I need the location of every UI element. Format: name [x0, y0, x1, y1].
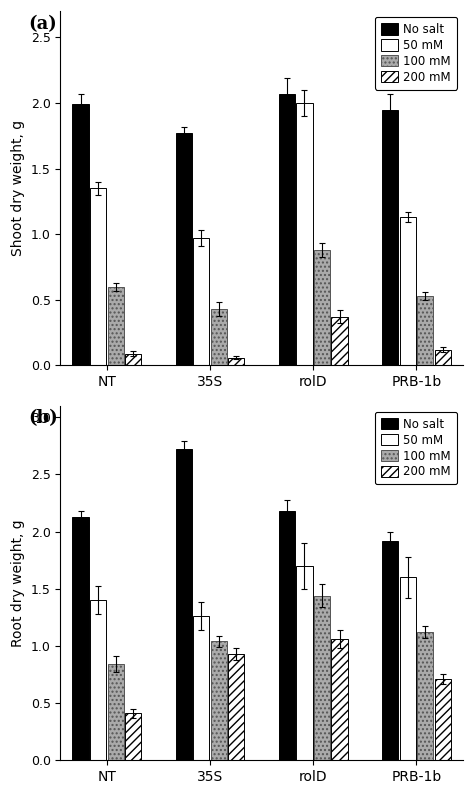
Bar [382, 541, 398, 760]
Bar [108, 287, 124, 366]
Bar [279, 511, 295, 760]
Y-axis label: Root dry weight, g: Root dry weight, g [11, 519, 25, 647]
Bar [228, 358, 245, 366]
Bar [228, 653, 245, 760]
Bar [193, 616, 210, 760]
Bar [400, 217, 416, 366]
Bar [279, 94, 295, 366]
Text: (a): (a) [28, 14, 57, 33]
Bar [211, 642, 227, 760]
Bar [193, 238, 210, 366]
Bar [435, 350, 451, 366]
Bar [90, 188, 106, 366]
Text: (b): (b) [28, 409, 58, 428]
Bar [108, 664, 124, 760]
Bar [314, 250, 330, 366]
Bar [314, 595, 330, 760]
Bar [435, 679, 451, 760]
Legend: No salt, 50 mM, 100 mM, 200 mM: No salt, 50 mM, 100 mM, 200 mM [375, 17, 457, 90]
Bar [73, 104, 89, 366]
Bar [296, 566, 312, 760]
Y-axis label: Shoot dry weight, g: Shoot dry weight, g [11, 120, 25, 256]
Bar [417, 296, 433, 366]
Bar [400, 577, 416, 760]
Bar [125, 713, 141, 760]
Bar [331, 639, 347, 760]
Bar [331, 317, 347, 366]
Bar [417, 632, 433, 760]
Bar [90, 600, 106, 760]
Bar [382, 110, 398, 366]
Legend: No salt, 50 mM, 100 mM, 200 mM: No salt, 50 mM, 100 mM, 200 mM [375, 412, 457, 484]
Bar [176, 133, 192, 366]
Bar [296, 103, 312, 366]
Bar [73, 517, 89, 760]
Bar [176, 449, 192, 760]
Bar [211, 309, 227, 366]
Bar [125, 354, 141, 366]
